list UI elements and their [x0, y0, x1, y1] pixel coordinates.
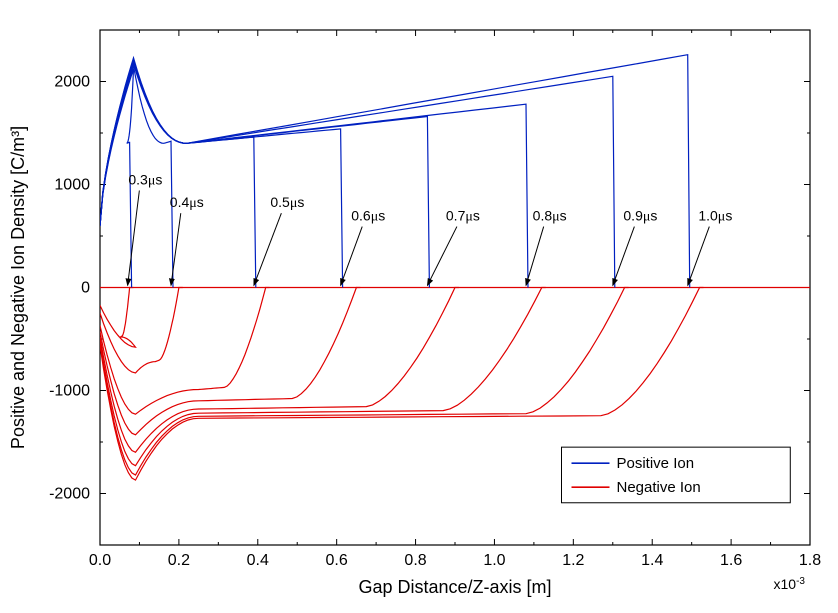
y-axis-label: Positive and Negative Ion Density [C/m³]: [8, 126, 28, 449]
x-tick-label: 0.0: [89, 552, 111, 569]
y-tick-label: 1000: [54, 177, 90, 194]
time-annotation: 0.6μs: [351, 208, 385, 225]
y-tick-label: -2000: [49, 486, 90, 503]
legend-label: Positive Ion: [617, 455, 695, 472]
time-annotation: 0.4μs: [170, 194, 204, 211]
x-tick-label: 1.6: [720, 552, 742, 569]
time-annotation: 1.0μs: [698, 208, 732, 225]
x-tick-label: 0.8: [404, 552, 426, 569]
ion-density-chart: 0.0 0.2 0.4 0.6 0.8 1.0 1.2 1.4 1.6 1.8 -2000 -1000…: [0, 0, 838, 613]
chart-container: 0.0 0.2 0.4 0.6 0.8 1.0 1.2 1.4 1.6 1.8 -2000 -1000…: [0, 0, 838, 613]
x-tick-label: 0.2: [168, 552, 190, 569]
time-annotation: 0.3μs: [128, 172, 162, 189]
x-tick-label: 1.8: [799, 552, 821, 569]
x-axis-label: Gap Distance/Z-axis [m]: [358, 577, 551, 597]
time-annotation: 0.8μs: [533, 208, 567, 225]
x-tick-label: 1.0: [483, 552, 505, 569]
time-annotation: 0.9μs: [623, 208, 657, 225]
legend-label: Negative Ion: [617, 479, 701, 496]
y-tick-label: -1000: [49, 383, 90, 400]
x-tick-label: 0.4: [247, 552, 269, 569]
x-tick-label: 1.4: [641, 552, 663, 569]
time-annotation: 0.5μs: [270, 194, 304, 211]
x-tick-label: 1.2: [562, 552, 584, 569]
time-annotation: 0.7μs: [446, 208, 480, 225]
y-tick-label: 2000: [54, 74, 90, 91]
y-tick-label: 0: [81, 280, 90, 297]
x-tick-label: 0.6: [326, 552, 348, 569]
